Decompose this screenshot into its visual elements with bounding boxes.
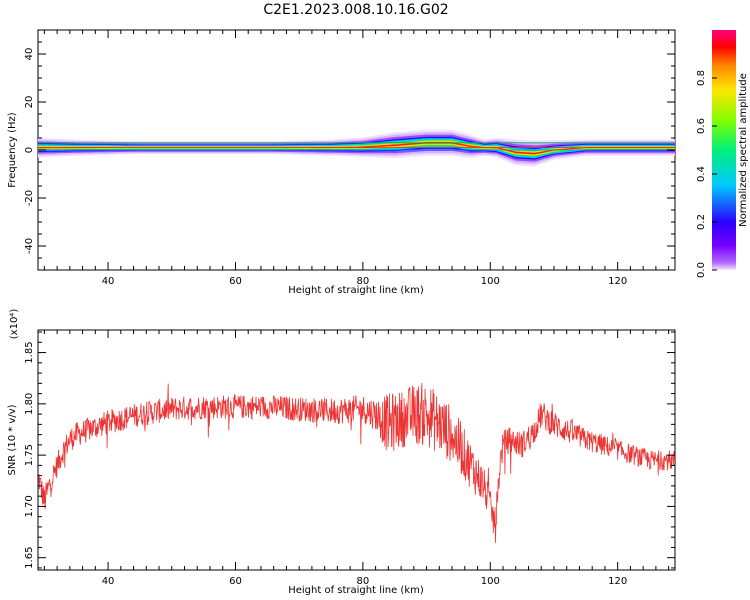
y-tick-label: -20: [24, 190, 35, 206]
snr-series-line: [38, 382, 675, 544]
y-tick-label: 1.75: [24, 444, 35, 466]
y-tick-label: 20: [24, 96, 35, 109]
colorbar-tick-label: 0.2: [696, 214, 707, 230]
y-tick-label: 0: [24, 147, 35, 153]
colorbar-tick-label: 0.8: [696, 70, 707, 86]
y-tick-label: -40: [24, 238, 35, 254]
x-tick-label: 80: [357, 576, 370, 587]
spectral-ridge: [38, 129, 675, 167]
spectrogram-panel: 40 60 80 100 120 -40 -20 0 20 40 Height of straig…: [7, 29, 676, 296]
spectrogram-y-axis-label: Frequency (Hz): [7, 112, 18, 188]
spectrogram-x-axis-label: Height of straight line (km): [288, 285, 424, 296]
y-tick-label: 40: [24, 48, 35, 61]
colorbar-tick-label: 0.4: [696, 166, 707, 182]
snr-y-multiplier: (x10⁴): [9, 309, 20, 340]
x-tick-label: 100: [481, 276, 500, 287]
snr-frame: [37, 329, 676, 571]
x-tick-label: 120: [608, 276, 627, 287]
colorbar-label: Normalized spectral amplitude: [738, 73, 749, 227]
colorbar-ticks: 0.0 0.2 0.4 0.6 0.8: [696, 70, 717, 278]
colorbar: 0.0 0.2 0.4 0.6 0.8 Normalized spectral ampl…: [696, 30, 749, 278]
x-tick-label: 40: [102, 276, 115, 287]
x-tick-label: 80: [357, 276, 370, 287]
snr-panel: 40 60 80 100 120 1.65 1.70 1.75 1.80 1.85 Height …: [7, 309, 676, 596]
colorbar-tick-label: 0.0: [696, 262, 707, 278]
x-tick-label: 40: [102, 576, 115, 587]
x-tick-label: 100: [481, 576, 500, 587]
x-tick-label: 120: [608, 576, 627, 587]
snr-ticks: 40 60 80 100 120 1.65 1.70 1.75 1.80 1.85: [24, 330, 675, 587]
y-tick-label: 1.80: [24, 393, 35, 415]
colorbar-gradient: [712, 30, 736, 270]
x-tick-label: 60: [229, 576, 242, 587]
x-tick-label: 60: [229, 276, 242, 287]
snr-x-axis-label: Height of straight line (km): [288, 585, 424, 596]
colorbar-tick-label: 0.6: [696, 118, 707, 134]
snr-y-axis-label: SNR (10 * v/v): [7, 404, 18, 475]
y-tick-label: 1.85: [24, 341, 35, 363]
y-tick-label: 1.65: [24, 547, 35, 569]
y-tick-label: 1.70: [24, 495, 35, 517]
spectrogram-ticks: 40 60 80 100 120 -40 -20 0 20 40: [24, 29, 675, 287]
figure-title: C2E1.2023.008.10.16.G02: [263, 2, 448, 18]
